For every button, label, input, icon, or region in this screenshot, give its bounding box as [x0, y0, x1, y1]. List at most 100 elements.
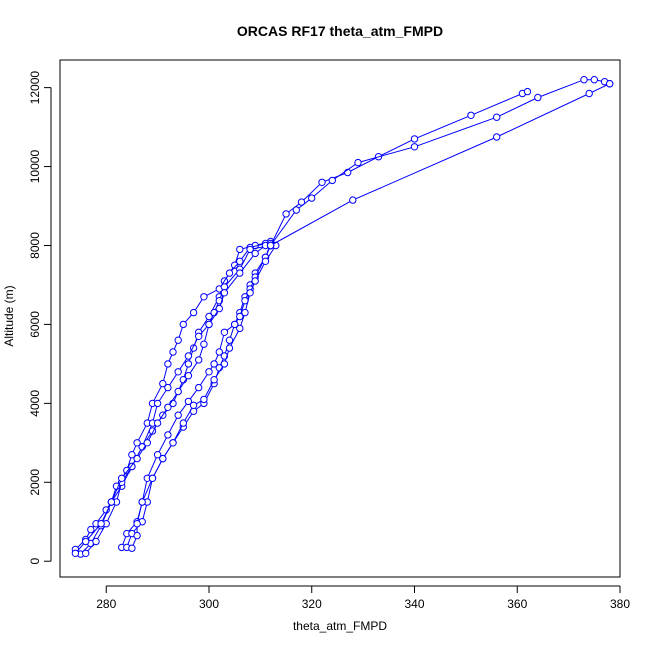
- data-point: [128, 544, 136, 552]
- data-point: [133, 531, 141, 540]
- data-point: [174, 336, 182, 344]
- data-point: [410, 143, 419, 151]
- data-point: [236, 324, 244, 333]
- data-point: [225, 269, 234, 277]
- data-point: [133, 520, 141, 528]
- series-line: [75, 241, 271, 550]
- data-point: [225, 344, 234, 352]
- data-point: [107, 498, 116, 506]
- data-point: [195, 356, 203, 364]
- data-point: [349, 196, 357, 204]
- x-tick-label: 300: [199, 597, 219, 611]
- data-point: [467, 111, 475, 120]
- data-point: [174, 411, 182, 419]
- data-point: [282, 210, 290, 218]
- data-point: [251, 249, 259, 258]
- data-point: [159, 454, 167, 463]
- data-point: [236, 312, 244, 321]
- x-tick-label: 320: [302, 597, 322, 611]
- y-tick-label: 12000: [28, 71, 42, 105]
- data-point: [210, 360, 218, 368]
- data-point: [153, 399, 162, 408]
- data-point: [220, 289, 229, 297]
- data-point: [236, 245, 244, 254]
- data-point: [200, 293, 208, 301]
- data-point: [128, 451, 136, 459]
- y-axis-label: Altitude (m): [2, 285, 16, 346]
- data-point: [82, 537, 90, 546]
- data-point: [215, 348, 224, 356]
- data-point: [308, 194, 316, 202]
- data-point: [97, 520, 105, 528]
- data-point: [236, 269, 244, 277]
- data-point: [164, 383, 172, 392]
- data-point: [215, 304, 224, 313]
- y-tick-label: 4000: [28, 390, 42, 417]
- data-point: [164, 431, 172, 439]
- data-point: [251, 277, 259, 285]
- y-tick-label: 2000: [28, 469, 42, 496]
- plot-frame: [59, 59, 621, 578]
- data-point: [261, 257, 270, 265]
- x-tick-label: 340: [404, 597, 424, 611]
- data-point: [236, 257, 244, 265]
- series-line: [270, 79, 610, 246]
- data-point: [534, 93, 542, 102]
- data-point: [297, 198, 306, 206]
- y-tick-label: 6000: [28, 311, 42, 338]
- data-point: [179, 419, 188, 427]
- data-point: [164, 360, 172, 368]
- series-layer: [71, 76, 614, 558]
- data-point: [200, 340, 208, 348]
- y-tick-label: 10000: [28, 150, 42, 184]
- data-point: [205, 320, 213, 329]
- data-point: [153, 451, 162, 459]
- data-point: [195, 383, 203, 392]
- data-point: [210, 376, 218, 384]
- data-point: [225, 336, 234, 344]
- data-point: [585, 89, 593, 98]
- data-point: [354, 158, 362, 167]
- data-point: [153, 419, 162, 427]
- data-point: [220, 328, 229, 336]
- data-point: [231, 261, 239, 269]
- x-tick-label: 360: [507, 597, 527, 611]
- data-point: [493, 113, 501, 121]
- data-point: [606, 80, 614, 88]
- data-point: [493, 133, 501, 141]
- data-point: [318, 178, 326, 187]
- data-point: [246, 289, 254, 297]
- data-point: [590, 76, 598, 84]
- data-point: [328, 176, 336, 185]
- data-point: [184, 352, 193, 360]
- data-point: [71, 549, 80, 557]
- data-point: [143, 439, 152, 447]
- data-point: [523, 87, 532, 96]
- axes-layer: 280 300 320 340 360 380 0 2000 4000 6000 8000 10000…: [28, 59, 630, 611]
- data-point: [184, 397, 193, 406]
- data-point: [118, 474, 126, 482]
- data-point: [241, 308, 249, 317]
- data-point: [189, 308, 198, 317]
- data-point: [92, 537, 100, 546]
- data-point: [82, 549, 90, 557]
- data-point: [184, 360, 193, 368]
- data-point: [164, 403, 172, 411]
- x-tick-label: 380: [610, 597, 630, 611]
- data-point: [200, 395, 208, 404]
- data-point: [169, 348, 177, 356]
- series-line: [270, 91, 528, 246]
- x-axis-label: theta_atm_FMPD: [293, 619, 387, 633]
- chart-title: ORCAS RF17 theta_atm_FMPD: [237, 23, 443, 39]
- data-point: [159, 379, 167, 388]
- data-point: [87, 525, 95, 534]
- data-point: [174, 387, 182, 396]
- data-point: [169, 439, 177, 447]
- data-point: [133, 454, 141, 463]
- x-tick-label: 280: [96, 597, 116, 611]
- data-point: [220, 360, 229, 368]
- data-point: [266, 241, 275, 250]
- data-point: [133, 439, 141, 447]
- series-line: [80, 243, 266, 555]
